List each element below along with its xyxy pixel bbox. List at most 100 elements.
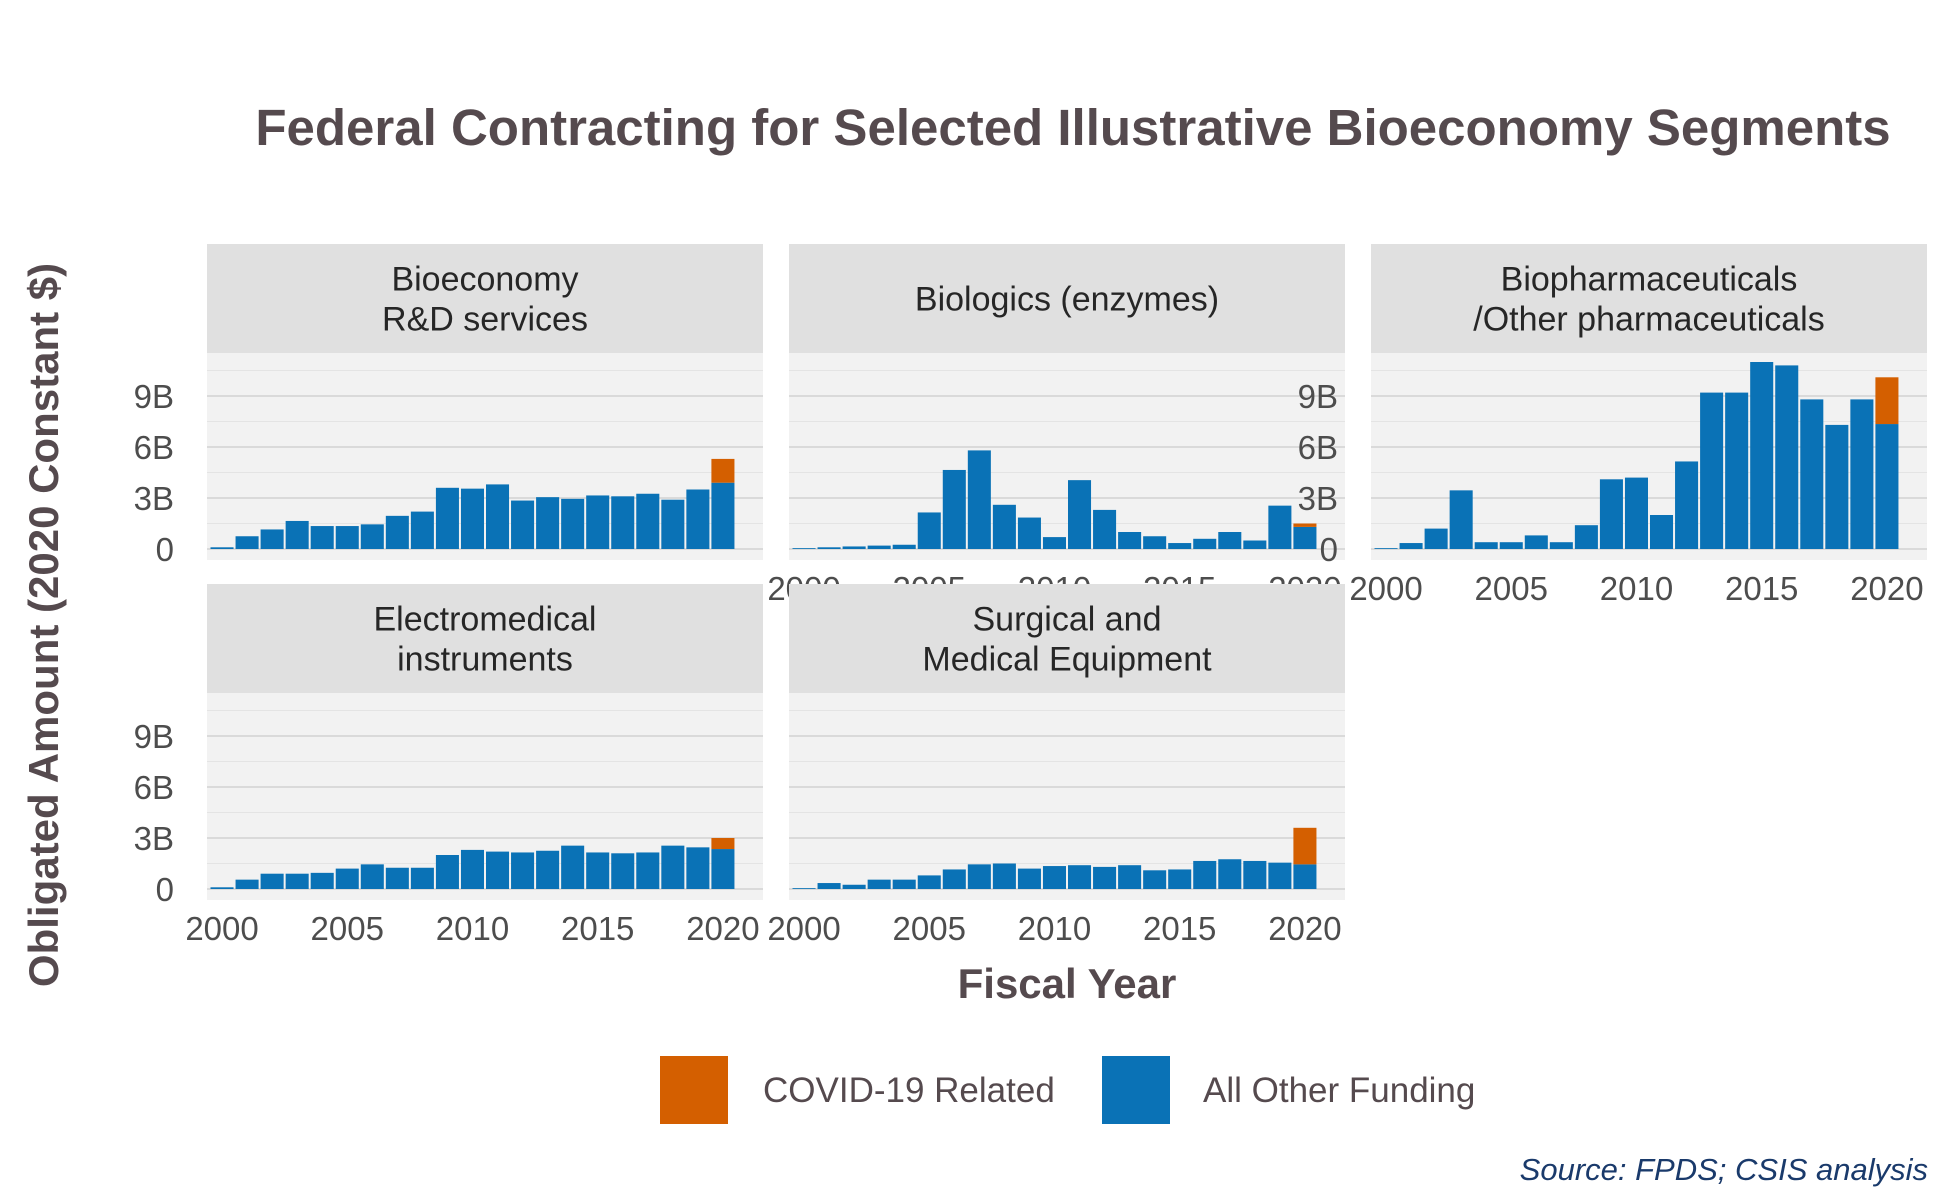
bar-other-2016 xyxy=(1775,365,1799,549)
bar-other-2005 xyxy=(917,512,941,549)
bar-other-2001 xyxy=(817,547,841,549)
bar-other-2011 xyxy=(1068,865,1092,889)
bar-other-2007 xyxy=(385,515,409,549)
bar-other-2003 xyxy=(285,873,309,889)
bar-other-2017 xyxy=(1218,532,1242,549)
y-tick-label: 0 xyxy=(1320,531,1338,568)
x-tick-label: 2015 xyxy=(1143,910,1216,947)
bar-other-2001 xyxy=(817,883,841,889)
bar-other-2016 xyxy=(611,853,635,889)
y-tick-label: 0 xyxy=(156,531,174,568)
bar-other-2004 xyxy=(892,879,916,889)
bar-other-2019 xyxy=(1268,862,1292,889)
bar-other-2007 xyxy=(1549,542,1573,549)
x-tick-label: 2015 xyxy=(561,910,634,947)
chart-title: Federal Contracting for Selected Illustr… xyxy=(255,99,1890,156)
x-tick-label: 2000 xyxy=(185,910,258,947)
facet-panel: Biopharmaceuticals/Other pharmaceuticals… xyxy=(1298,244,1927,607)
bar-other-2002 xyxy=(260,529,284,549)
bar-other-2017 xyxy=(1800,399,1824,549)
x-tick-label: 2010 xyxy=(1600,570,1673,607)
bar-other-2018 xyxy=(1825,424,1849,549)
bar-other-2009 xyxy=(1017,517,1041,549)
bar-other-2020 xyxy=(1293,526,1317,549)
bar-other-2016 xyxy=(1193,860,1217,889)
bar-other-2016 xyxy=(1193,538,1217,549)
bar-other-2018 xyxy=(1243,860,1267,889)
bar-other-2003 xyxy=(867,545,891,549)
plot-area xyxy=(789,353,1345,560)
facet-strip xyxy=(207,244,763,353)
bar-other-2012 xyxy=(511,852,535,889)
bar-other-2014 xyxy=(1143,536,1167,549)
bar-other-2017 xyxy=(1218,859,1242,889)
bar-other-2004 xyxy=(892,544,916,549)
facet-title: Biologics (enzymes) xyxy=(915,281,1219,319)
bar-other-2014 xyxy=(1725,392,1749,549)
bar-other-2006 xyxy=(360,864,384,889)
bar-other-2018 xyxy=(661,499,685,549)
x-tick-label: 2010 xyxy=(436,910,509,947)
y-tick-label: 6B xyxy=(134,769,174,806)
legend-swatch-covid xyxy=(660,1056,728,1124)
bar-other-2000 xyxy=(210,887,234,889)
bar-other-2012 xyxy=(1675,461,1699,549)
bar-other-2019 xyxy=(686,489,710,549)
bar-other-2015 xyxy=(1168,543,1192,549)
bar-other-2019 xyxy=(1850,399,1874,549)
bar-other-2006 xyxy=(360,524,384,549)
bar-other-2003 xyxy=(867,879,891,889)
bar-other-2013 xyxy=(1700,392,1724,549)
bar-other-2001 xyxy=(1399,543,1423,549)
bar-other-2008 xyxy=(1574,525,1598,549)
bar-other-2008 xyxy=(410,511,434,549)
bar-other-2011 xyxy=(486,851,510,889)
y-tick-label: 9B xyxy=(134,718,174,755)
bar-covid-2020 xyxy=(1293,827,1317,865)
facet-title: Surgical and xyxy=(972,601,1161,639)
y-tick-label: 6B xyxy=(134,429,174,466)
bar-other-2009 xyxy=(1599,479,1623,549)
y-tick-label: 3B xyxy=(134,480,174,517)
bar-other-2010 xyxy=(460,849,484,889)
bar-other-2012 xyxy=(511,500,535,549)
bar-other-2007 xyxy=(385,867,409,889)
bar-covid-2020 xyxy=(1875,377,1899,425)
bar-other-2019 xyxy=(686,847,710,889)
bar-other-2010 xyxy=(1624,477,1648,549)
bar-other-2011 xyxy=(486,484,510,549)
bar-other-2015 xyxy=(586,852,610,889)
y-tick-label: 9B xyxy=(1298,378,1338,415)
bar-other-2013 xyxy=(536,497,560,549)
bar-other-2008 xyxy=(992,863,1016,889)
x-tick-label: 2020 xyxy=(1268,910,1341,947)
bar-other-2006 xyxy=(1524,535,1548,549)
bar-other-2005 xyxy=(917,875,941,889)
bar-other-2018 xyxy=(661,845,685,889)
y-axis-title: Obligated Amount (2020 Constant $) xyxy=(20,263,67,987)
x-axis-title: Fiscal Year xyxy=(958,960,1177,1007)
bar-covid-2020 xyxy=(711,458,735,483)
y-tick-label: 6B xyxy=(1298,429,1338,466)
facet-strip xyxy=(207,584,763,693)
facet-title: R&D services xyxy=(382,301,588,339)
source-note: Source: FPDS; CSIS analysis xyxy=(1520,1152,1928,1187)
bar-other-2002 xyxy=(842,884,866,889)
x-tick-label: 2005 xyxy=(893,910,966,947)
x-tick-label: 2020 xyxy=(1850,570,1923,607)
facet-title: Biopharmaceuticals xyxy=(1501,261,1798,299)
bar-other-2003 xyxy=(1449,490,1473,549)
legend-label-other: All Other Funding xyxy=(1203,1071,1475,1110)
facet-strip xyxy=(789,244,1345,353)
y-tick-label: 9B xyxy=(134,378,174,415)
x-tick-label: 2005 xyxy=(311,910,384,947)
bar-other-2004 xyxy=(1474,542,1498,549)
bar-other-2000 xyxy=(792,548,816,549)
facet-strip xyxy=(1371,244,1927,353)
bar-other-2012 xyxy=(1093,866,1117,889)
